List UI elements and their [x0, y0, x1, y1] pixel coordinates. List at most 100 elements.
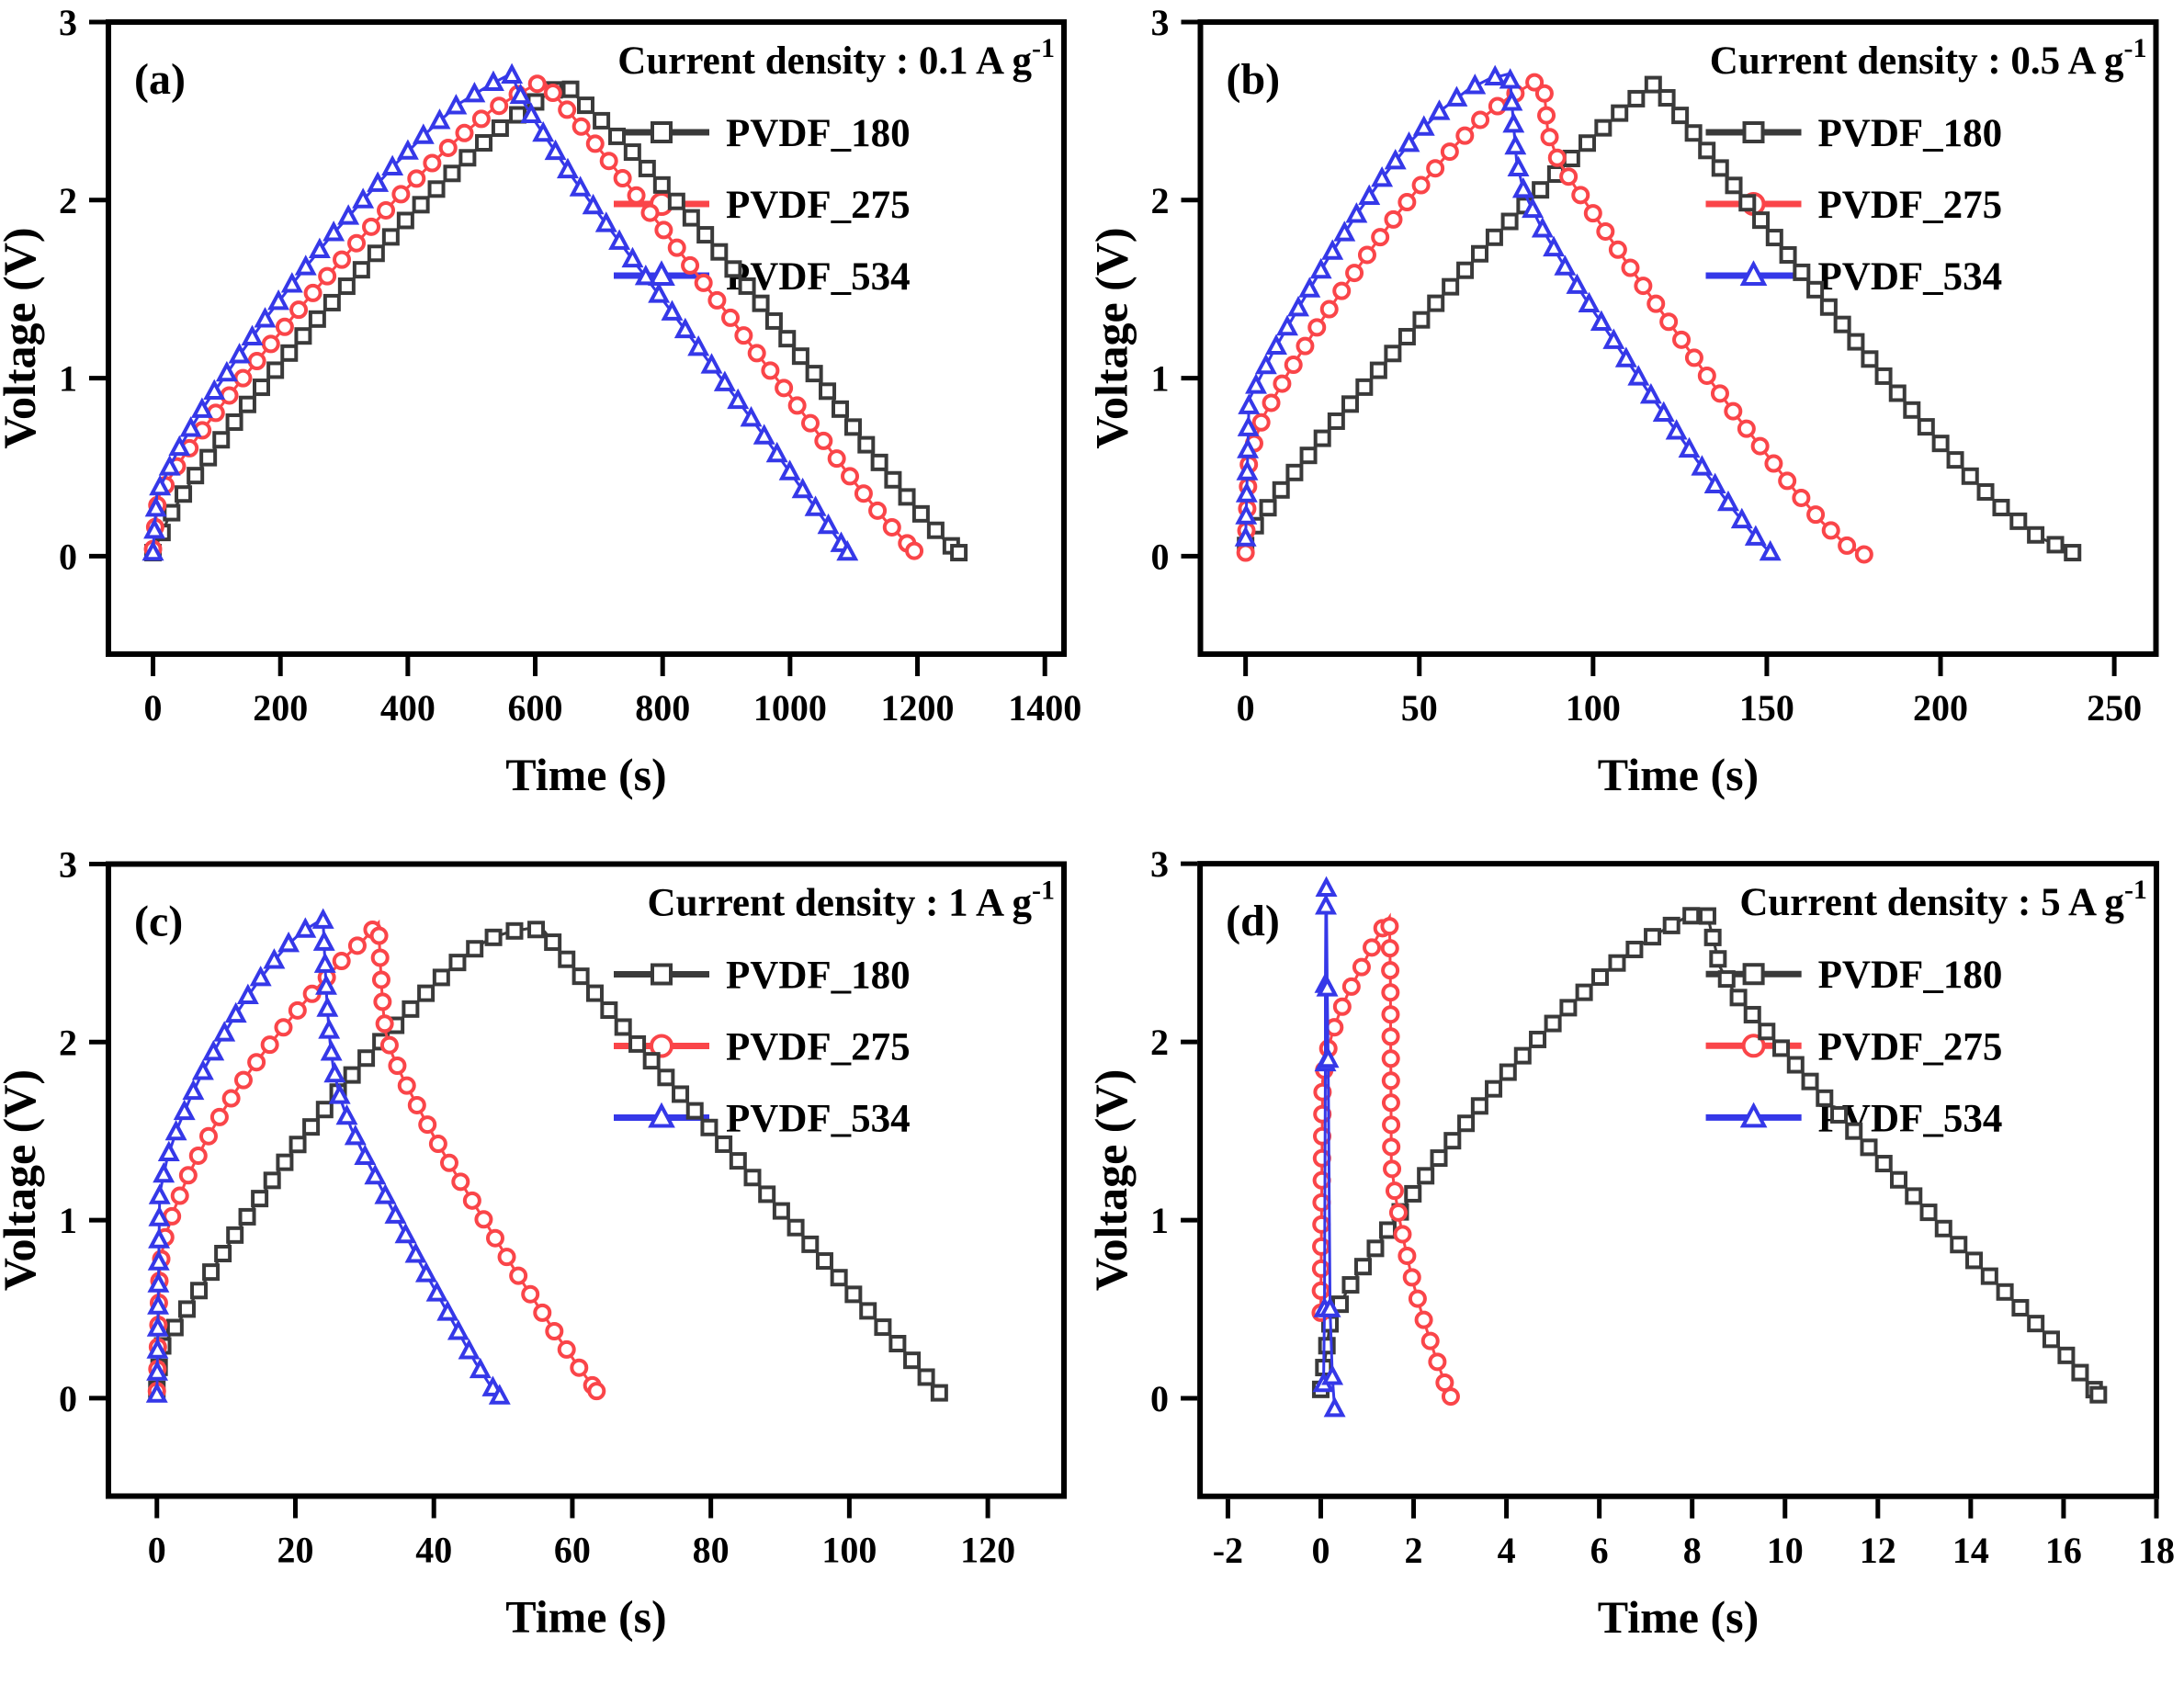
legend-label: PVDF_275 [1818, 1025, 2003, 1068]
circle-marker-icon [734, 326, 753, 345]
legend-item-PVDF_534: PVDF_534 [614, 255, 911, 299]
triangle-marker-icon [1317, 1046, 1340, 1068]
square-marker-icon [1470, 1097, 1488, 1115]
square-marker-icon [561, 80, 580, 98]
triangle-marker-icon [354, 1144, 377, 1165]
triangle-marker-icon [1358, 184, 1381, 205]
square-marker-icon [1327, 412, 1345, 430]
square-marker-icon [1917, 418, 1935, 436]
series-PVDF_534 [1234, 64, 1782, 561]
square-marker-icon [870, 453, 888, 471]
circle-marker-icon [1441, 1387, 1460, 1407]
circle-marker-icon [1534, 84, 1554, 103]
circle-marker-icon [1821, 521, 1840, 540]
square-marker-icon [2011, 1298, 2030, 1317]
square-marker-icon [593, 111, 611, 130]
circle-marker-icon [1440, 142, 1459, 162]
circle-marker-icon [1381, 1071, 1400, 1091]
circle-marker-icon [1414, 1310, 1433, 1329]
square-marker-icon [898, 488, 916, 506]
triangle-marker-icon [1500, 90, 1523, 111]
circle-marker-icon [198, 1126, 218, 1146]
circle-marker-icon [497, 1248, 516, 1267]
y-tick-label: 0 [59, 536, 77, 577]
square-marker-icon [2089, 1385, 2108, 1404]
triangle-marker-icon [1566, 273, 1589, 294]
square-marker-icon [266, 361, 285, 379]
triangle-marker-icon [158, 455, 181, 476]
circle-marker-icon [1262, 393, 1281, 413]
circle-marker-icon [1525, 73, 1545, 92]
triangle-marker-icon [488, 1384, 511, 1405]
circle-marker-icon [455, 123, 474, 142]
triangle-marker-icon [146, 1316, 169, 1337]
square-marker-icon [1412, 311, 1431, 329]
circle-marker-icon [1381, 961, 1400, 980]
triangle-marker-icon [352, 187, 375, 209]
x-tick-label: 16 [2045, 1530, 2082, 1571]
triangle-marker-icon [509, 83, 532, 105]
square-marker-icon [791, 347, 809, 366]
circle-marker-icon [379, 1035, 399, 1055]
circle-marker-icon [188, 1146, 208, 1165]
triangle-marker-icon [308, 237, 331, 259]
circle-marker-icon [438, 138, 458, 157]
x-tick-label: 12 [1860, 1530, 1896, 1571]
square-marker-icon [1513, 1046, 1532, 1065]
triangle-marker-icon [1398, 131, 1420, 153]
triangle-marker-icon [1323, 1396, 1346, 1418]
triangle-marker-icon [648, 282, 671, 303]
square-marker-icon [163, 503, 181, 522]
square-marker-icon [715, 1135, 733, 1153]
circle-marker-icon [1750, 436, 1770, 456]
x-tick-label: 150 [1739, 687, 1794, 729]
circle-marker-icon [841, 467, 860, 486]
triangle-marker-icon [191, 1059, 214, 1080]
circle-marker-icon [371, 970, 390, 989]
circle-marker-icon [1381, 983, 1400, 1002]
x-tick-label: 14 [1952, 1530, 1989, 1571]
x-tick-label: 18 [2138, 1530, 2175, 1571]
circle-marker-icon [1596, 221, 1615, 241]
chart-b: 0 50 100 150 200 250 0 1 2 3 Time (s) Voltage (V) (b… [1092, 2, 2159, 800]
x-axis: -2 0 2 4 6 8 10 12 14 16 18 [1213, 1498, 2175, 1571]
square-marker-icon [710, 243, 729, 261]
square-marker-icon [1529, 1030, 1547, 1048]
triangle-marker-icon [148, 1183, 171, 1204]
square-marker-icon [657, 1068, 675, 1087]
triangle-marker-icon [168, 435, 191, 457]
x-tick-label: -2 [1213, 1530, 1243, 1571]
chart-title: Current density : 0.1 A g-1 [617, 33, 1055, 83]
square-marker-icon [238, 1207, 256, 1226]
square-marker-icon [1590, 968, 1610, 987]
x-axis: 0 200 400 600 800 1000 1200 1400 [144, 657, 1081, 729]
square-marker-icon [2064, 544, 2082, 562]
legend-square-marker-icon [651, 963, 673, 986]
square-marker-icon [1752, 211, 1771, 230]
triangle-marker-icon [1254, 353, 1277, 375]
y-tick-label: 2 [59, 1022, 77, 1063]
triangle-marker-icon [1717, 490, 1739, 512]
triangle-marker-icon [384, 1203, 407, 1224]
legend-item-PVDF_180: PVDF_180 [1705, 954, 2002, 997]
triangle-marker-icon [520, 102, 543, 124]
triangle-marker-icon [836, 539, 859, 561]
square-marker-icon [764, 311, 783, 330]
square-marker-icon [1341, 395, 1359, 413]
circle-marker-icon [1608, 240, 1627, 259]
square-marker-icon [253, 379, 271, 397]
triangle-marker-icon [621, 246, 644, 268]
square-marker-icon [1793, 263, 1811, 281]
circle-marker-icon [220, 386, 239, 405]
square-marker-icon [175, 485, 193, 503]
square-marker-icon [600, 1001, 618, 1020]
square-marker-icon [672, 1085, 690, 1103]
series-PVDF_275 [147, 919, 606, 1401]
square-marker-icon [786, 1218, 805, 1237]
triangle-marker-icon [344, 1125, 367, 1146]
triangle-marker-icon [1321, 1364, 1344, 1385]
square-marker-icon [1965, 1251, 1984, 1270]
circle-marker-icon [1382, 1137, 1401, 1157]
square-marker-icon [1725, 176, 1743, 195]
square-marker-icon [758, 1185, 776, 1204]
